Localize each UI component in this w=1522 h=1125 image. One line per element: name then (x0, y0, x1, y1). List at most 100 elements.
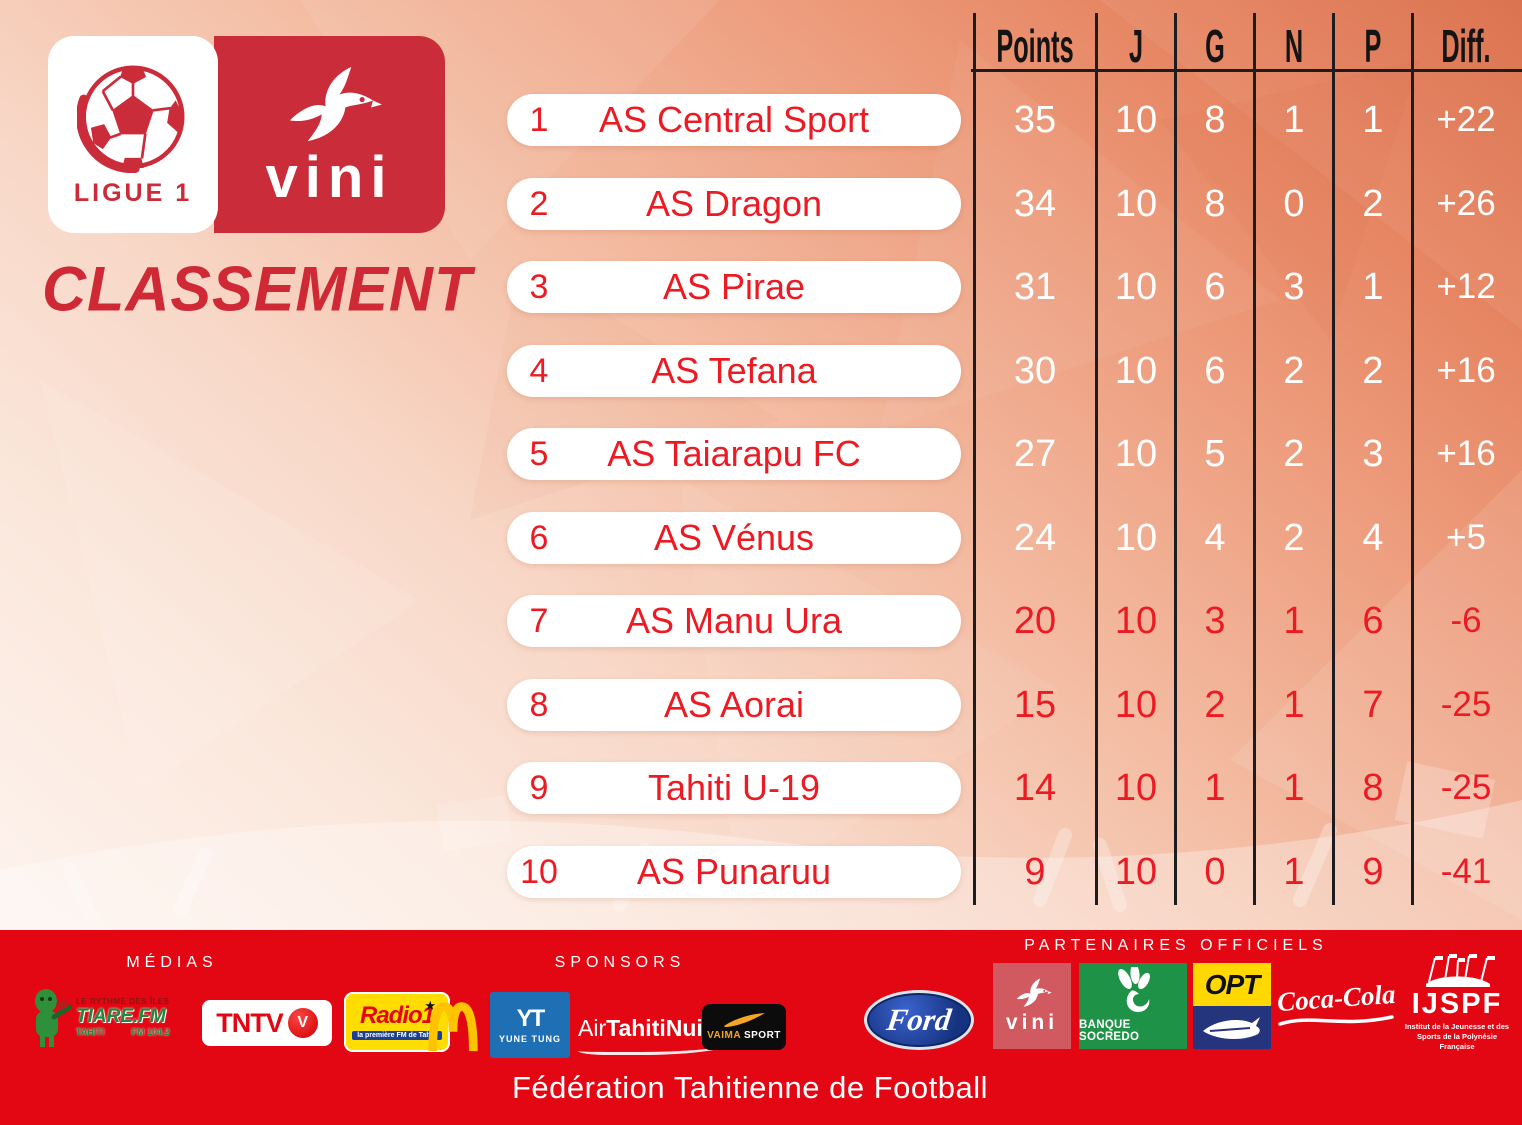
vaima-word: VAIMA (707, 1030, 741, 1041)
diff-value: +22 (1436, 100, 1496, 139)
team-pill: 6 AS Vénus (507, 512, 961, 564)
tiare-fm-logo: LE RYTHME DES ÎLES TIARE.FM TAHITI FM 104… (30, 982, 195, 1054)
rank-number: 2 (529, 185, 549, 223)
coca-cola-logo: Coca-Cola (1275, 960, 1397, 1050)
losses-value: 1 (1362, 99, 1384, 141)
vini-logo: vini (214, 36, 445, 233)
soccer-ball-icon (77, 61, 189, 173)
mcdonalds-arches-icon (428, 1002, 478, 1052)
ligue1-label: LIGUE 1 (73, 179, 193, 207)
col-header-g: G (1205, 20, 1225, 72)
league-logo-block: LIGUE 1 vini (48, 36, 445, 233)
team-name: AS Central Sport (598, 99, 870, 140)
grid-line (1253, 13, 1256, 905)
team-pill: 4 AS Tefana (507, 345, 961, 397)
standings-row: 5 AS Taiarapu FC 27 10 5 2 3 +16 (0, 428, 1522, 480)
col-header-points: Points (996, 20, 1074, 72)
diff-value: +16 (1436, 351, 1496, 390)
rank-number: 9 (529, 769, 549, 807)
ijspf-subtitle-1: Institut de la Jeunesse et des (1404, 1022, 1510, 1031)
yune-tung-mark-icon: YT (516, 1004, 546, 1032)
team-name: AS Punaruu (636, 851, 832, 892)
sponsor-footer: MÉDIAS SPONSORS PARTENAIRES OFFICIELS LE… (0, 930, 1522, 1125)
points-value: 15 (1013, 684, 1057, 726)
wins-value: 6 (1204, 266, 1226, 308)
sport-word: SPORT (743, 1030, 781, 1041)
team-pill: 1 AS Central Sport (507, 94, 961, 146)
diff-value: -25 (1440, 685, 1492, 724)
opt-wordmark: OPT (1193, 963, 1271, 1006)
vini-wordmark: vini (265, 144, 394, 210)
draws-value: 1 (1283, 600, 1305, 642)
radio1-star-icon: ★ (424, 998, 436, 1013)
diff-value: +26 (1436, 184, 1496, 223)
socredo-name: BANQUE SOCREDO (1079, 1019, 1140, 1043)
team-name: AS Manu Ura (625, 600, 843, 641)
played-value: 10 (1114, 851, 1158, 893)
standings-row: 7 AS Manu Ura 20 10 3 1 6 -6 (0, 595, 1522, 647)
diff-value: +12 (1436, 267, 1496, 306)
losses-value: 7 (1362, 684, 1384, 726)
team-pill: 7 AS Manu Ura (507, 595, 961, 647)
points-value: 24 (1013, 517, 1057, 559)
draws-value: 0 (1283, 183, 1305, 225)
team-name: AS Dragon (645, 183, 823, 224)
vaima-sport-logo: VAIMA SPORT (702, 1004, 786, 1050)
sponsors-label: SPONSORS (554, 954, 686, 971)
air-tahiti-nui-air: Air (578, 1014, 607, 1041)
coca-cola-wordmark: Coca-Cola (1275, 978, 1397, 1017)
ligue1-logo: LIGUE 1 (48, 36, 218, 233)
team-pill: 5 AS Taiarapu FC (507, 428, 961, 480)
played-value: 10 (1114, 99, 1158, 141)
points-value: 14 (1013, 767, 1057, 809)
draws-value: 2 (1283, 433, 1305, 475)
played-value: 10 (1114, 600, 1158, 642)
grid-line (973, 13, 976, 905)
team-name: AS Aorai (663, 684, 805, 725)
standings-row: 6 AS Vénus 24 10 4 2 4 +5 (0, 512, 1522, 564)
team-name: AS Tefana (651, 350, 817, 391)
wins-value: 8 (1204, 99, 1226, 141)
team-name: AS Pirae (662, 266, 806, 307)
standings-row: 4 AS Tefana 30 10 6 2 2 +16 (0, 345, 1522, 397)
team-name: AS Vénus (653, 517, 815, 558)
federation-title: Fédération Tahitienne de Football (511, 1070, 989, 1105)
ijspf-stadium-icon (1426, 954, 1495, 987)
tiare-fm-frequency: FM 104.2 (131, 1026, 170, 1037)
ijspf-wordmark: IJSPF (1411, 988, 1503, 1020)
losses-value: 2 (1362, 183, 1384, 225)
rank-number: 6 (529, 519, 549, 557)
col-header-p: P (1364, 20, 1382, 72)
medias-label: MÉDIAS (126, 954, 218, 971)
tiare-fm-tiki-icon (35, 989, 72, 1047)
radio1-tagline: la première FM de Tahiti (352, 1031, 442, 1040)
draws-value: 2 (1283, 350, 1305, 392)
vini-partner-logo: vini (993, 963, 1071, 1049)
played-value: 10 (1114, 266, 1158, 308)
team-name: Tahiti U-19 (647, 767, 821, 808)
losses-value: 2 (1362, 350, 1384, 392)
played-value: 10 (1114, 433, 1158, 475)
draws-value: 1 (1283, 851, 1305, 893)
grid-line (1095, 13, 1098, 905)
losses-value: 9 (1362, 851, 1384, 893)
wins-value: 5 (1204, 433, 1226, 475)
rank-number: 1 (529, 101, 549, 139)
diff-value: +5 (1446, 518, 1486, 557)
standings-row: 10 AS Punaruu 9 10 0 1 9 -41 (0, 846, 1522, 898)
standings-row: 8 AS Aorai 15 10 2 1 7 -25 (0, 679, 1522, 731)
banque-socredo-logo: BANQUE SOCREDO (1079, 963, 1187, 1049)
rank-number: 7 (529, 602, 549, 640)
tiare-fm-region: TAHITI (76, 1026, 105, 1037)
draws-value: 1 (1283, 767, 1305, 809)
standings-row: 1 AS Central Sport 35 10 8 1 1 +22 (0, 94, 1522, 146)
yune-tung-name: YUNE TUNG (498, 1033, 561, 1044)
wins-value: 3 (1204, 600, 1226, 642)
wins-value: 6 (1204, 350, 1226, 392)
nike-swoosh-icon (724, 1013, 765, 1027)
points-value: 20 (1013, 600, 1057, 642)
coca-cola-wave-icon (1278, 1014, 1394, 1026)
tiare-fm-name: TIARE.FM (76, 1006, 166, 1027)
rank-number: 10 (520, 853, 558, 891)
